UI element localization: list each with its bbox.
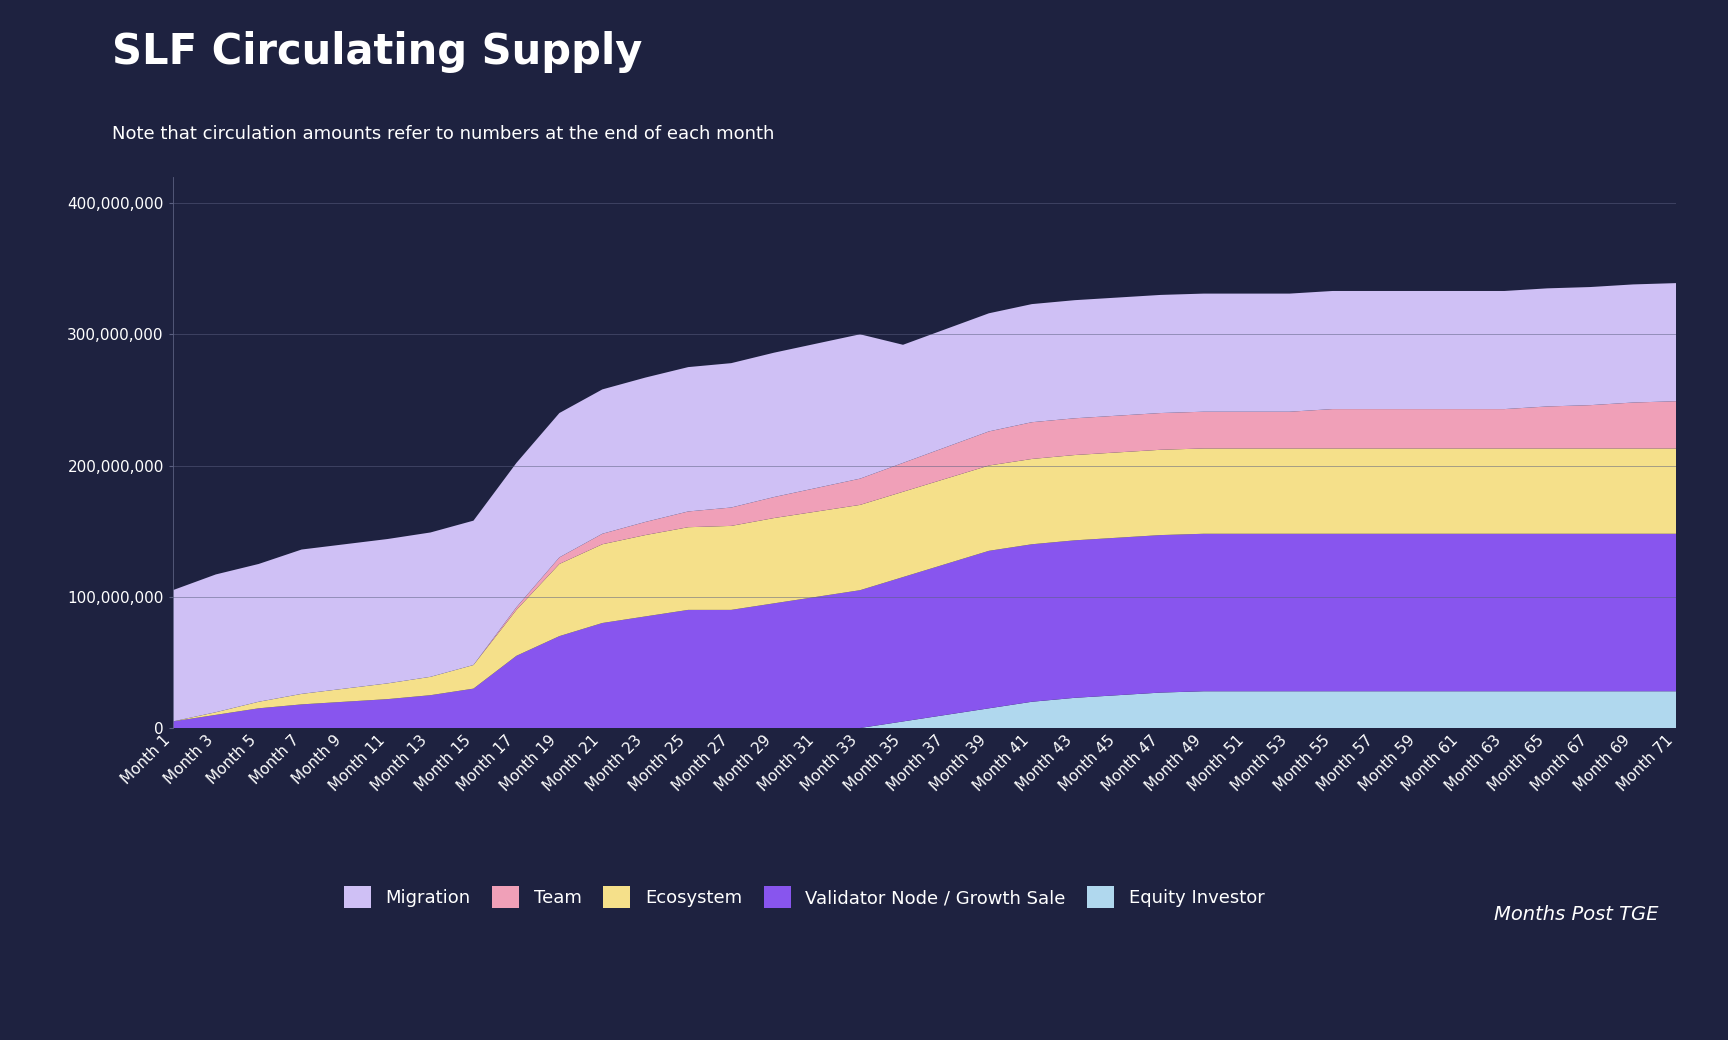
Text: SLF Circulating Supply: SLF Circulating Supply — [112, 31, 643, 73]
Text: Months Post TGE: Months Post TGE — [1495, 905, 1659, 924]
Legend: Migration, Team, Ecosystem, Validator Node / Growth Sale, Equity Investor: Migration, Team, Ecosystem, Validator No… — [335, 878, 1274, 917]
Text: Note that circulation amounts refer to numbers at the end of each month: Note that circulation amounts refer to n… — [112, 125, 774, 142]
